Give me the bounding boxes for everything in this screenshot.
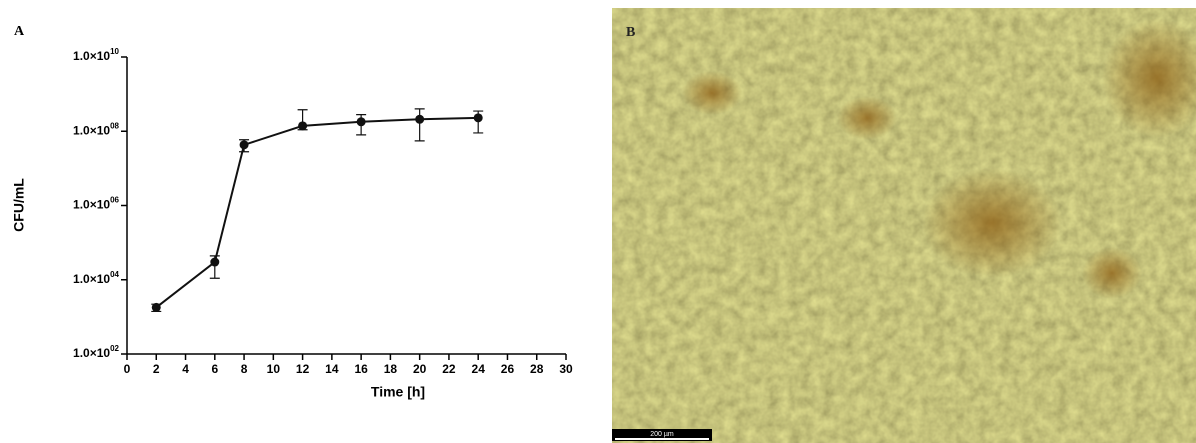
x-tick-label: 4 <box>182 362 189 376</box>
data-point <box>210 258 219 267</box>
cell-cluster <box>682 71 742 115</box>
data-point <box>357 117 366 126</box>
panel-label: A <box>14 24 25 39</box>
data-point <box>298 121 307 130</box>
data-line <box>156 118 478 308</box>
y-tick-base: 1.0×10 <box>73 123 110 137</box>
data-point <box>415 115 424 124</box>
x-tick-label: 22 <box>442 362 456 376</box>
data-point <box>152 303 161 312</box>
micrograph: B 200 µm <box>612 8 1196 443</box>
y-tick-base: 1.0×10 <box>73 346 110 360</box>
cell-cluster <box>837 96 897 140</box>
x-tick-label: 6 <box>211 362 218 376</box>
x-tick-label: 24 <box>472 362 486 376</box>
x-axis-label: Time [h] <box>371 384 425 400</box>
data-point <box>474 113 483 122</box>
y-tick-base: 1.0×10 <box>73 198 110 212</box>
x-tick-label: 18 <box>384 362 398 376</box>
x-tick-label: 28 <box>530 362 544 376</box>
x-tick-label: 12 <box>296 362 310 376</box>
y-tick-exponent: 08 <box>110 121 119 130</box>
error-bar <box>415 109 425 141</box>
x-tick-label: 0 <box>124 362 131 376</box>
scale-bar-label: 200 µm <box>650 431 674 438</box>
y-tick-base: 1.0×10 <box>73 272 110 286</box>
x-tick-label: 2 <box>153 362 160 376</box>
x-tick-label: 10 <box>267 362 281 376</box>
x-tick-label: 20 <box>413 362 427 376</box>
y-tick-label: 1.0×1008 <box>73 121 119 137</box>
x-tick-label: 16 <box>354 362 368 376</box>
y-tick-label: 1.0×1002 <box>73 344 119 360</box>
y-tick-label: 1.0×1010 <box>73 47 119 63</box>
y-tick-base: 1.0×10 <box>73 49 110 63</box>
x-tick-label: 8 <box>241 362 248 376</box>
y-tick-label: 1.0×1004 <box>73 270 119 286</box>
data-point <box>240 140 249 149</box>
cell-cluster <box>1082 247 1142 299</box>
cell-cluster <box>922 168 1062 278</box>
x-tick-label: 30 <box>559 362 573 376</box>
y-axis-label: CFU/mL <box>11 178 27 232</box>
y-tick-exponent: 10 <box>110 47 119 56</box>
x-tick-label: 26 <box>501 362 515 376</box>
y-tick-label: 1.0×1006 <box>73 196 119 212</box>
panel-label: B <box>626 25 635 40</box>
y-tick-exponent: 02 <box>110 344 119 353</box>
y-tick-exponent: 04 <box>110 270 119 279</box>
x-tick-label: 14 <box>325 362 339 376</box>
y-tick-exponent: 06 <box>110 196 119 205</box>
chart: A Time [h] CFU/mL 1.0×10021.0×10041.0×10… <box>0 0 600 443</box>
page: A Time [h] CFU/mL 1.0×10021.0×10041.0×10… <box>0 0 1196 443</box>
